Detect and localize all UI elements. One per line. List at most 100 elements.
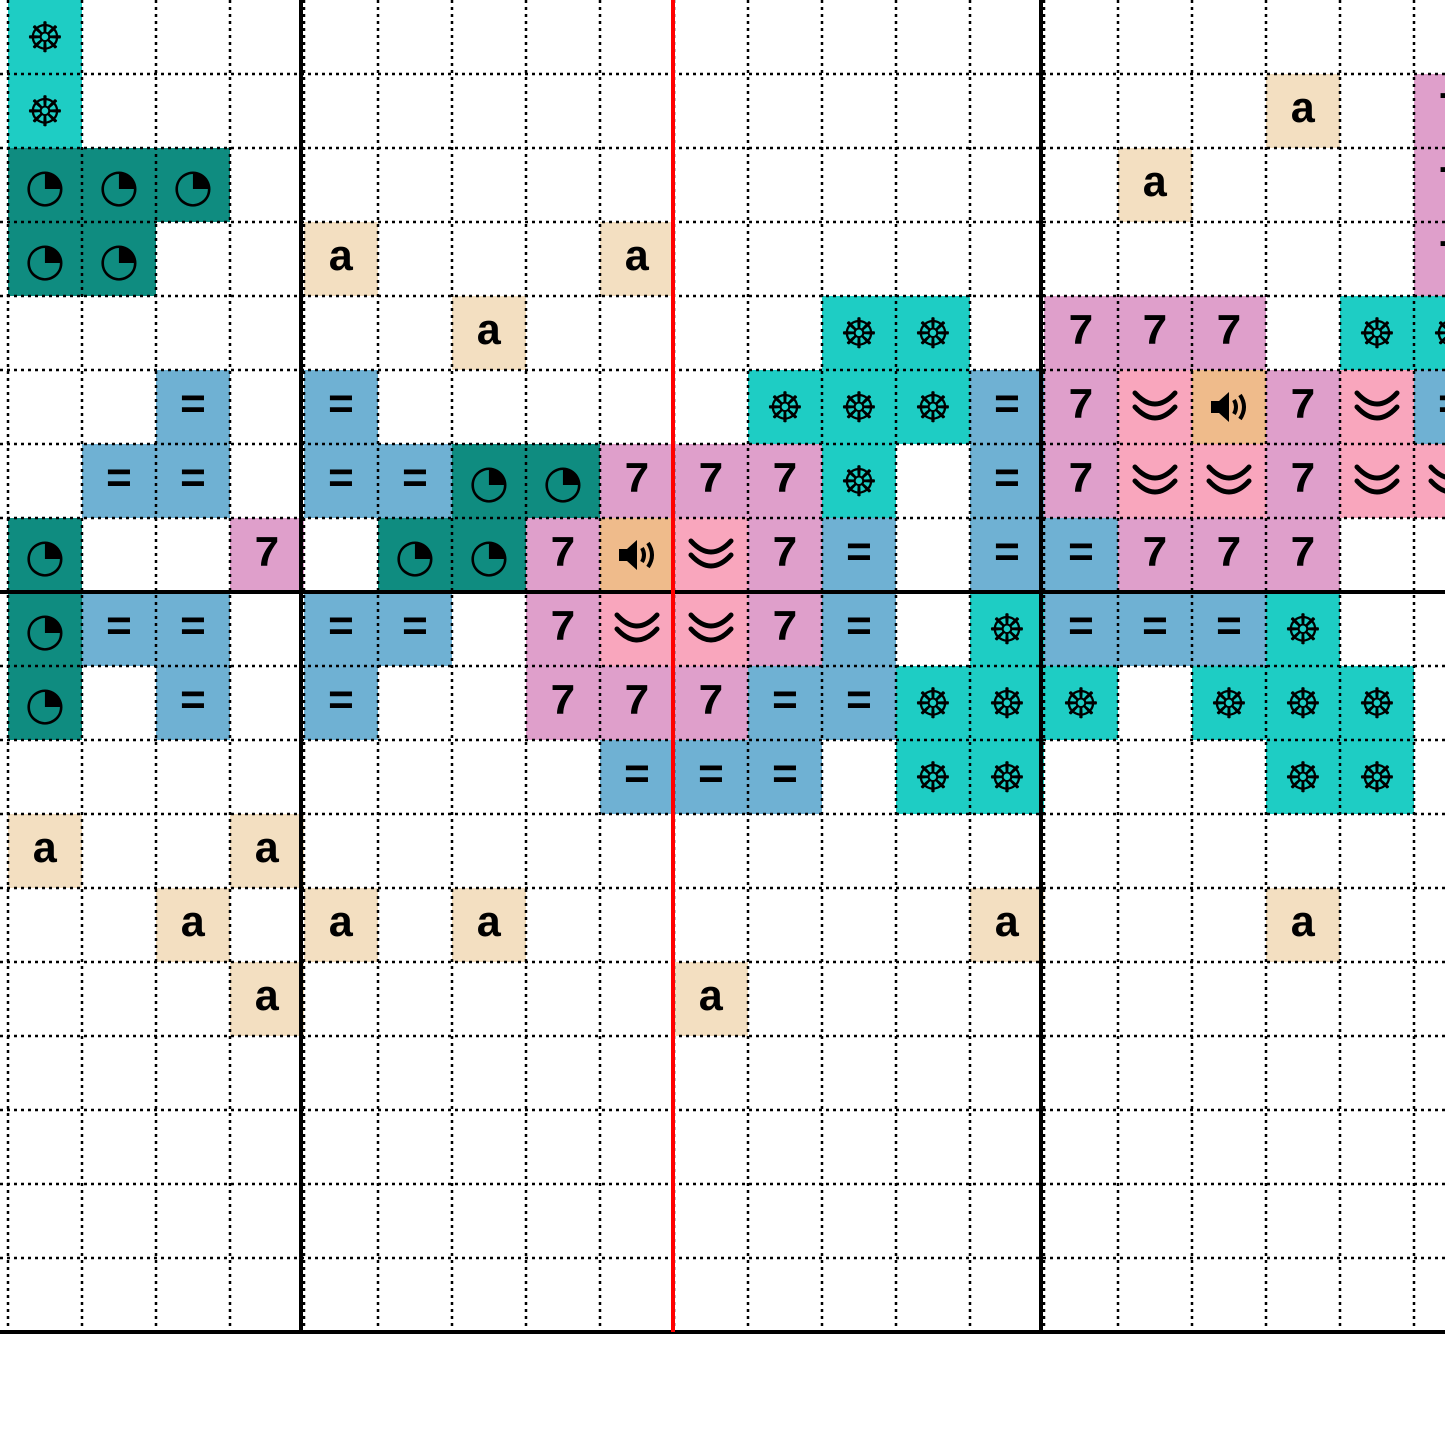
stitch-cell-ship-wheel-icon: ☸ [1266, 740, 1340, 814]
stitch-cell-equals-icon: = [156, 444, 230, 518]
stitch-cell-clock-icon: ◔ [8, 666, 82, 740]
stitch-cell-clock-icon: ◔ [8, 592, 82, 666]
stitch-cell-equals-icon: = [970, 370, 1044, 444]
stitch-cell-equals-icon: = [304, 592, 378, 666]
stitch-cell-ship-wheel-icon: ☸ [1266, 666, 1340, 740]
stitch-cell-letter-a: a [600, 222, 674, 296]
stitch-cell-ship-wheel-icon: ☸ [1340, 296, 1414, 370]
stitch-cell-equals-icon: = [156, 666, 230, 740]
stitch-cell-digit-7: 7 [1266, 370, 1340, 444]
stitch-cell-equals-icon: = [674, 740, 748, 814]
stitch-cell-equals-icon: = [1118, 592, 1192, 666]
stitch-cell-digit-7: 7 [674, 444, 748, 518]
stitch-cell-equals-icon: = [1044, 518, 1118, 592]
stitch-cell-letter-a: a [1118, 148, 1192, 222]
stitch-cell-digit-7: 7 [1266, 444, 1340, 518]
stitch-cell-equals-icon: = [304, 444, 378, 518]
stitch-cell-ship-wheel-icon: ☸ [896, 296, 970, 370]
stitch-cell-letter-a: a [1266, 74, 1340, 148]
stitch-cell-letter-a: a [452, 296, 526, 370]
stitch-cell-digit-7: 7 [600, 444, 674, 518]
stitch-cell-letter-a: a [452, 888, 526, 962]
stitch-cell-equals-icon: = [600, 740, 674, 814]
stitch-cell-ship-wheel-icon: ☸ [970, 666, 1044, 740]
stitch-cell-letter-a: a [1266, 888, 1340, 962]
stitch-cell-digit-7: 7 [526, 592, 600, 666]
stitch-cell-clock-icon: ◔ [8, 222, 82, 296]
stitch-cell-digit-7: 7 [526, 666, 600, 740]
stitch-cell-double-chevron-icon [1414, 444, 1445, 518]
stitch-cell-equals-icon: = [1414, 370, 1445, 444]
stitch-cell-double-chevron-icon [1118, 370, 1192, 444]
stitch-cell-letter-a: a [970, 888, 1044, 962]
stitch-cell-double-chevron-icon [674, 592, 748, 666]
stitch-cell-equals-icon: = [156, 370, 230, 444]
stitch-cell-equals-icon: = [970, 444, 1044, 518]
stitch-cell-digit-7: 7 [1266, 518, 1340, 592]
stitch-cell-ship-wheel-icon: ☸ [1340, 740, 1414, 814]
stitch-cell-digit-7: 7 [1414, 74, 1445, 148]
stitch-cell-equals-icon: = [822, 666, 896, 740]
stitch-cell-double-chevron-icon [1192, 444, 1266, 518]
stitch-cell-clock-icon: ◔ [452, 444, 526, 518]
stitch-cell-digit-7: 7 [1414, 148, 1445, 222]
stitch-cell-letter-a: a [8, 814, 82, 888]
stitch-cell-equals-icon: = [1192, 592, 1266, 666]
stitch-cell-clock-icon: ◔ [452, 518, 526, 592]
stitch-cell-letter-a: a [156, 888, 230, 962]
stitch-cell-equals-icon: = [82, 592, 156, 666]
stitch-cell-equals-icon: = [304, 666, 378, 740]
stitch-cell-ship-wheel-icon: ☸ [8, 74, 82, 148]
stitch-cell-ship-wheel-icon: ☸ [1044, 666, 1118, 740]
stitch-cell-digit-7: 7 [1118, 518, 1192, 592]
stitch-cell-letter-a: a [230, 814, 304, 888]
stitch-cell-double-chevron-icon [674, 518, 748, 592]
stitch-cell-ship-wheel-icon: ☸ [1414, 296, 1445, 370]
stitch-cell-clock-icon: ◔ [8, 518, 82, 592]
stitch-cell-equals-icon: = [822, 518, 896, 592]
stitch-cell-digit-7: 7 [1192, 518, 1266, 592]
stitch-cell-equals-icon: = [82, 444, 156, 518]
stitch-cell-ship-wheel-icon: ☸ [970, 592, 1044, 666]
stitch-cell-ship-wheel-icon: ☸ [822, 296, 896, 370]
stitch-cell-digit-7: 7 [1044, 370, 1118, 444]
stitch-cell-ship-wheel-icon: ☸ [896, 370, 970, 444]
stitch-cell-ship-wheel-icon: ☸ [8, 0, 82, 74]
stitch-cell-equals-icon: = [748, 666, 822, 740]
stitch-cell-ship-wheel-icon: ☸ [822, 444, 896, 518]
stitch-cell-speaker-icon [1192, 370, 1266, 444]
stitch-cell-ship-wheel-icon: ☸ [896, 666, 970, 740]
stitch-cell-digit-7: 7 [1044, 296, 1118, 370]
stitch-cell-letter-a: a [304, 888, 378, 962]
stitch-cell-ship-wheel-icon: ☸ [896, 740, 970, 814]
stitch-cell-ship-wheel-icon: ☸ [748, 370, 822, 444]
stitch-cell-equals-icon: = [378, 592, 452, 666]
stitch-cell-ship-wheel-icon: ☸ [1192, 666, 1266, 740]
stitch-cell-clock-icon: ◔ [378, 518, 452, 592]
stitch-cell-equals-icon: = [822, 592, 896, 666]
stitch-cell-digit-7: 7 [1192, 296, 1266, 370]
stitch-cell-digit-7: 7 [1118, 296, 1192, 370]
stitch-cell-letter-a: a [230, 962, 304, 1036]
stitch-cell-equals-icon: = [156, 592, 230, 666]
stitch-cell-digit-7: 7 [230, 518, 304, 592]
stitch-cell-equals-icon: = [970, 518, 1044, 592]
stitch-cell-ship-wheel-icon: ☸ [1266, 592, 1340, 666]
stitch-cell-double-chevron-icon [1340, 370, 1414, 444]
stitch-cell-double-chevron-icon [600, 592, 674, 666]
stitch-cell-digit-7: 7 [748, 518, 822, 592]
stitch-cell-letter-a: a [674, 962, 748, 1036]
stitch-cell-clock-icon: ◔ [526, 444, 600, 518]
stitch-cell-letter-a: a [304, 222, 378, 296]
stitch-cell-equals-icon: = [748, 740, 822, 814]
stitch-cell-double-chevron-icon [1340, 444, 1414, 518]
stitch-cell-clock-icon: ◔ [156, 148, 230, 222]
stitch-cell-clock-icon: ◔ [82, 222, 156, 296]
stitch-cell-digit-7: 7 [1414, 222, 1445, 296]
stitch-cell-digit-7: 7 [748, 444, 822, 518]
stitch-cell-equals-icon: = [378, 444, 452, 518]
stitch-cell-double-chevron-icon [1118, 444, 1192, 518]
stitch-cell-ship-wheel-icon: ☸ [1340, 666, 1414, 740]
